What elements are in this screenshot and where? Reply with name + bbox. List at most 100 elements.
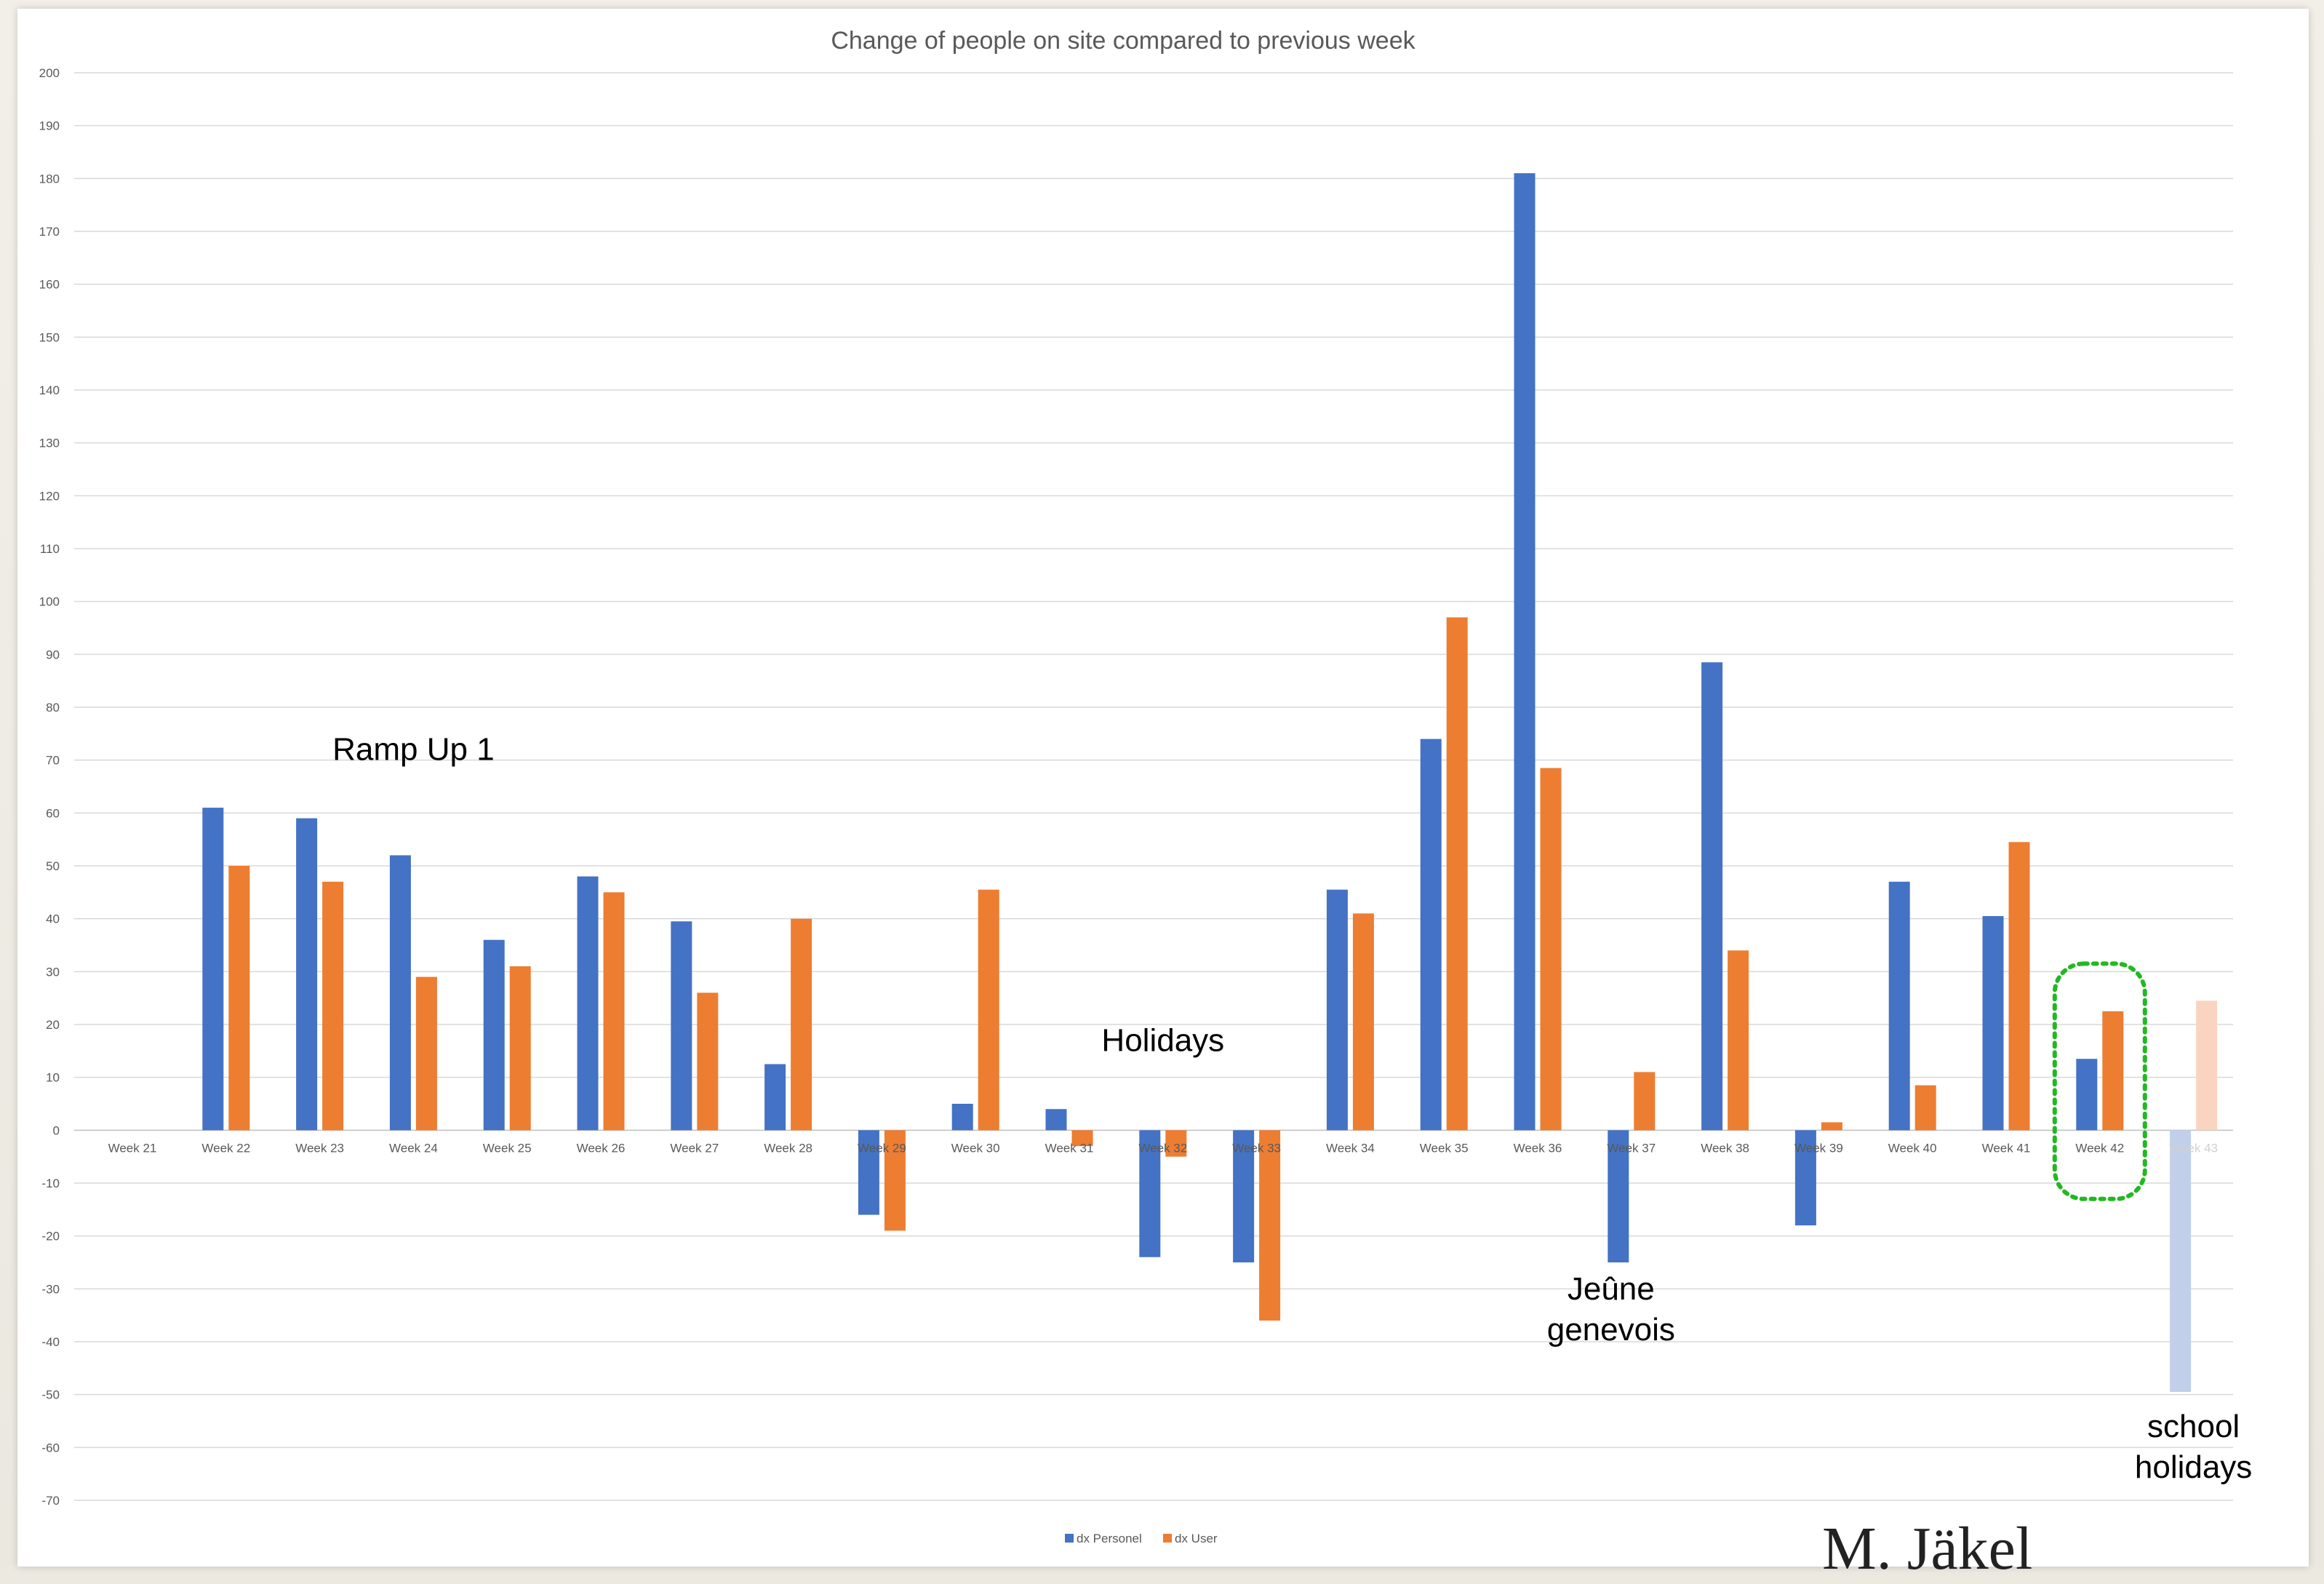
y-tick-label: 60 [46, 806, 60, 820]
y-tick-label: 150 [39, 330, 60, 344]
bar-dx-personel-week-35 [1420, 739, 1442, 1131]
annotation-text: Jeûne genevois [1547, 1271, 1675, 1348]
bar-dx-user-week-37 [1634, 1072, 1656, 1131]
y-tick-label: 50 [46, 859, 60, 873]
y-tick-label: -20 [41, 1230, 60, 1243]
x-tick-label: Week 39 [1794, 1141, 1843, 1155]
y-tick-label: 170 [39, 225, 60, 239]
y-tick-label: 0 [53, 1123, 60, 1137]
x-tick-label: Week 21 [108, 1141, 157, 1155]
y-tick-label: 110 [40, 542, 60, 556]
x-tick-label: Week 38 [1701, 1141, 1749, 1155]
x-tick-label: Week 27 [670, 1141, 719, 1155]
bar-dx-personel-week-28 [764, 1064, 786, 1131]
y-axis-tick-labels: -70 -60 -50 -40 -30 -20 -10 0 10 20 30 40 50 60 70 80 90… [39, 66, 60, 1508]
x-tick-label: Week 34 [1326, 1141, 1375, 1155]
bar-dx-personel-week-31 [1045, 1109, 1067, 1131]
bar-dx-user-week-27 [697, 992, 719, 1131]
y-tick-label: 20 [46, 1018, 60, 1032]
bar-dx-personel-week-42 [2076, 1059, 2098, 1131]
bar-dx-user-week-43 [2196, 1000, 2218, 1131]
bar-dx-personel-week-32 [1139, 1130, 1161, 1257]
legend: dx Personel dx User [1065, 1532, 1218, 1545]
y-tick-label: -10 [41, 1177, 60, 1190]
y-tick-label: 120 [39, 489, 60, 503]
y-tick-label: -40 [41, 1335, 60, 1349]
y-tick-label: 90 [46, 648, 60, 661]
bar-dx-user-week-36 [1540, 768, 1562, 1131]
bar-dx-user-week-31 [1071, 1130, 1093, 1147]
x-tick-label: Week 28 [764, 1141, 812, 1155]
bar-dx-user-week-22 [228, 866, 250, 1131]
bar-dx-user-week-26 [603, 892, 625, 1131]
x-tick-label: Week 40 [1888, 1141, 1937, 1155]
bar-dx-user-week-25 [509, 966, 531, 1131]
x-tick-label: Week 24 [389, 1141, 438, 1155]
author-signature: M. Jäkel [1822, 1515, 2033, 1583]
bar-dx-user-week-38 [1728, 950, 1749, 1131]
highlight-outline [2052, 961, 2147, 1201]
y-tick-label: 140 [39, 383, 60, 397]
annotation-text: Ramp Up 1 [332, 732, 495, 768]
annotation-text: Holidays [1101, 1022, 1224, 1058]
x-tick-label: Week 41 [1982, 1141, 2031, 1155]
bar-chart: Change of people on site compared to pre… [39, 27, 2253, 1545]
y-tick-label: 10 [46, 1071, 60, 1085]
x-tick-label: Week 42 [2075, 1141, 2124, 1155]
x-tick-label: Week 29 [858, 1141, 906, 1155]
y-tick-label: 30 [46, 965, 60, 979]
bar-dx-user-week-42 [2102, 1011, 2124, 1131]
bar-dx-user-week-35 [1446, 617, 1468, 1131]
highlight-box-week-42 [2052, 961, 2147, 1201]
y-tick-label: 190 [39, 119, 60, 133]
bar-dx-personel-week-30 [951, 1104, 973, 1131]
y-tick-label: 160 [39, 278, 60, 292]
x-tick-label: Week 26 [577, 1141, 626, 1155]
bar-dx-personel-week-39 [1794, 1130, 1816, 1226]
y-tick-label: 80 [46, 701, 60, 715]
x-tick-label: Week 25 [483, 1141, 532, 1155]
x-tick-label: Week 36 [1514, 1141, 1562, 1155]
bar-dx-user-week-28 [791, 918, 812, 1131]
y-tick-label: 40 [46, 912, 60, 926]
y-tick-label: 70 [46, 754, 60, 768]
bar-dx-personel-week-37 [1608, 1130, 1629, 1262]
y-tick-label: 130 [39, 437, 60, 450]
x-tick-label: Week 22 [201, 1141, 250, 1155]
bar-dx-user-week-33 [1259, 1130, 1281, 1321]
bar-dx-personel-week-41 [1982, 916, 2004, 1131]
chart-panel: Change of people on site compared to pre… [17, 9, 2309, 1567]
legend-swatch [1065, 1534, 1074, 1543]
legend-label: dx Personel [1077, 1532, 1142, 1545]
bar-dx-user-week-30 [978, 889, 999, 1131]
bar-dx-user-week-32 [1165, 1130, 1187, 1157]
x-tick-label: Week 23 [295, 1141, 344, 1155]
bar-dx-user-week-24 [415, 976, 437, 1131]
bar-dx-personel-week-29 [858, 1130, 879, 1215]
y-tick-label: -50 [41, 1388, 60, 1402]
gridlines [74, 72, 2233, 1501]
x-tick-label: Week 30 [951, 1141, 1000, 1155]
bar-dx-personel-week-25 [483, 939, 505, 1131]
legend-label: dx User [1175, 1532, 1218, 1545]
x-tick-label: Week 31 [1045, 1141, 1094, 1155]
x-tick-label: Week 37 [1607, 1141, 1656, 1155]
bar-dx-personel-week-34 [1326, 889, 1348, 1131]
bar-dx-user-week-23 [322, 881, 344, 1131]
bar-dx-personel-week-26 [577, 876, 599, 1131]
bar-dx-user-week-41 [2008, 842, 2030, 1131]
bar-dx-personel-week-43 [2170, 1130, 2192, 1393]
x-tick-label: Week 43 [2169, 1141, 2218, 1155]
y-tick-label: -70 [41, 1494, 60, 1508]
y-tick-label: 100 [39, 595, 60, 609]
bar-dx-user-week-39 [1821, 1122, 1842, 1131]
x-tick-label: Week 33 [1232, 1141, 1281, 1155]
chart-title: Change of people on site compared to pre… [831, 27, 1415, 55]
y-tick-label: -30 [41, 1282, 60, 1296]
annotation-text: school holidays [2135, 1409, 2252, 1485]
bar-dx-personel-week-27 [671, 921, 692, 1131]
y-tick-label: 200 [39, 66, 60, 80]
bar-dx-user-week-29 [884, 1130, 906, 1231]
bar-dx-personel-week-33 [1233, 1130, 1255, 1262]
